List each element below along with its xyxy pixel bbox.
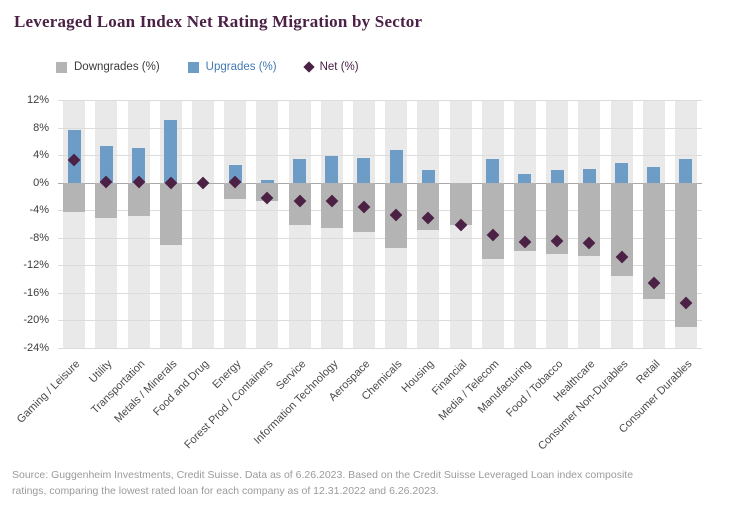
upgrades-bar <box>550 170 564 183</box>
downgrades-bar <box>642 182 665 300</box>
plot-band <box>191 100 214 348</box>
legend-item-downgrades: Downgrades (%) <box>56 61 160 73</box>
y-tick-label: -8% <box>29 231 49 244</box>
gridline <box>58 210 702 212</box>
upgrades-bar <box>164 119 178 183</box>
legend-label-upgrades: Upgrades (%) <box>205 61 277 73</box>
downgrades-bar <box>674 182 697 327</box>
upgrades-bar <box>421 170 435 183</box>
y-tick-label: -16% <box>23 286 49 299</box>
upgrades-bar <box>325 155 339 183</box>
upgrades-bar <box>132 148 145 183</box>
downgrades-swatch-icon <box>56 61 67 73</box>
legend-label-downgrades: Downgrades (%) <box>74 61 160 73</box>
gridline <box>58 100 702 101</box>
upgrades-bar <box>260 179 274 183</box>
downgrades-bar <box>95 182 118 219</box>
source-line-2: ratings, comparing the lowest rated loan… <box>12 485 439 498</box>
upgrades-bar <box>647 166 661 183</box>
zero-gridline <box>58 182 702 184</box>
y-tick-label: 8% <box>33 121 49 134</box>
chart-title: Leveraged Loan Index Net Rating Migratio… <box>14 12 423 31</box>
gridline <box>58 320 702 322</box>
upgrades-bar <box>357 157 371 183</box>
downgrades-bar <box>224 182 247 200</box>
y-tick-label: -12% <box>23 259 49 272</box>
upgrades-swatch-icon <box>187 61 199 73</box>
downgrades-bar <box>127 182 150 217</box>
upgrades-bar <box>486 158 500 183</box>
upgrades-bar <box>389 149 403 183</box>
legend-item-upgrades: Upgrades (%) <box>187 61 277 73</box>
y-tick-label: -20% <box>23 314 49 327</box>
plot-band <box>95 100 118 348</box>
plot-band <box>224 100 247 348</box>
downgrades-bar <box>513 182 536 251</box>
y-tick-label: -4% <box>29 204 49 217</box>
downgrades-bar <box>481 182 504 260</box>
plot-area: 12% 8% 4% 0% -4% -8% -12% -16% -20% -24% Gaming / … <box>15 94 702 453</box>
downgrades-bar <box>546 182 569 254</box>
upgrades-bar <box>293 159 306 183</box>
gridline <box>58 237 702 239</box>
gridline <box>58 265 702 267</box>
downgrades-bar <box>449 182 472 226</box>
plot-band <box>256 100 279 348</box>
downgrades-bar <box>578 182 601 257</box>
gridline <box>58 127 702 129</box>
legend-label-net: Net (%) <box>319 61 359 73</box>
legend: Downgrades (%) Upgrades (%) Net (%) <box>56 61 359 73</box>
gridline <box>58 348 702 349</box>
upgrades-bar <box>99 146 113 183</box>
gridline <box>58 292 702 294</box>
y-tick-label: 0% <box>33 176 49 189</box>
gridline <box>58 155 702 157</box>
y-tick-label: -24% <box>23 342 49 354</box>
downgrades-bar <box>159 182 182 246</box>
downgrades-bar <box>610 182 633 277</box>
plot-band <box>127 100 150 348</box>
source-line-1: Source: Guggenheim Investments, Credit S… <box>12 469 634 481</box>
y-tick-label: 12% <box>26 94 49 106</box>
legend-item-net: Net (%) <box>302 61 359 73</box>
upgrades-bar <box>679 158 693 183</box>
upgrades-bar <box>615 163 628 183</box>
upgrades-bar <box>582 168 596 183</box>
upgrades-bar <box>518 173 532 183</box>
net-diamond-swatch-icon <box>302 61 315 73</box>
y-tick-label: 4% <box>33 149 49 162</box>
source-note: Source: Guggenheim Investments, Credit S… <box>12 467 633 500</box>
downgrades-bar <box>63 182 86 213</box>
